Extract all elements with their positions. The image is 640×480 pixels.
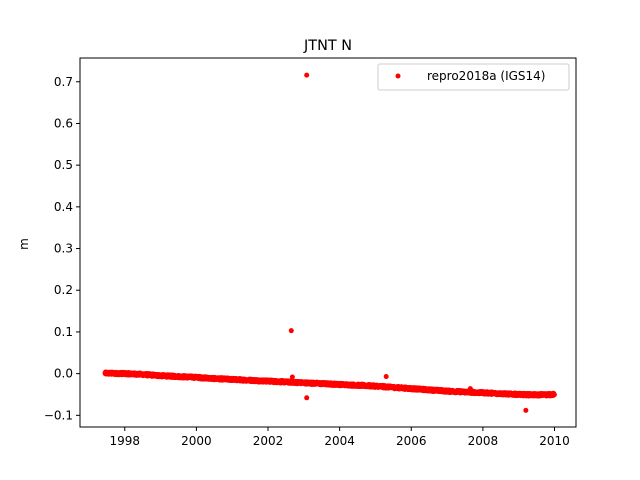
data-point	[551, 392, 557, 398]
data-point	[304, 395, 310, 401]
plot-frame	[79, 57, 577, 428]
y-tick-label: 0.0	[54, 367, 73, 381]
x-tick-label: 2002	[253, 434, 284, 448]
x-tick-label: 1998	[109, 434, 140, 448]
x-tick-label: 2000	[181, 434, 212, 448]
chart-title: JTNT N	[303, 38, 352, 54]
data-point	[467, 386, 473, 392]
legend-box	[377, 63, 570, 91]
x-tick-label: 2010	[539, 434, 570, 448]
x-axis: 1998 2000 2002 2004 2006 2008 2010	[109, 427, 570, 448]
y-tick-label: 0.7	[54, 75, 73, 89]
x-tick-label: 2004	[324, 434, 355, 448]
x-tick-label: 2006	[396, 434, 427, 448]
y-tick-label: 0.1	[54, 325, 73, 339]
data-point	[523, 407, 529, 413]
data-point	[289, 374, 295, 380]
data-point	[304, 72, 310, 78]
y-axis-label: m	[17, 238, 31, 250]
data-point	[383, 374, 389, 380]
y-tick-label: 0.2	[54, 283, 73, 297]
legend: repro2018a (IGS14)	[377, 63, 570, 91]
data-point	[288, 328, 294, 334]
y-tick-label: 0.6	[54, 116, 73, 130]
legend-marker	[395, 73, 401, 79]
y-tick-label: −0.1	[44, 408, 73, 422]
y-tick-label: 0.3	[54, 242, 73, 256]
x-tick-label: 2008	[468, 434, 499, 448]
legend-label: repro2018a (IGS14)	[427, 69, 545, 83]
y-tick-label: 0.5	[54, 158, 73, 172]
y-axis: −0.1 0.0 0.1 0.2 0.3 0.4 0.5 0.6 0.7	[44, 75, 80, 422]
plot-points	[102, 72, 557, 413]
y-tick-label: 0.4	[54, 200, 73, 214]
